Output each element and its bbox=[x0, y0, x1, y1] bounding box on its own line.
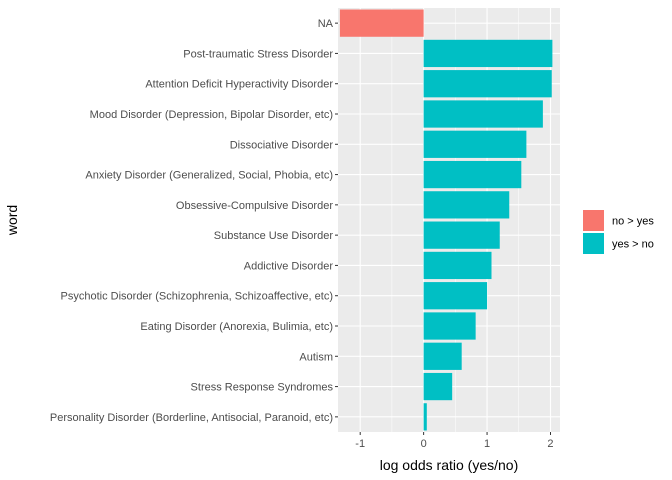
y-tick-label: Dissociative Disorder bbox=[230, 139, 334, 151]
y-tick-label: Anxiety Disorder (Generalized, Social, P… bbox=[85, 170, 333, 182]
y-axis-title: word bbox=[4, 205, 20, 236]
x-tick-label: 2 bbox=[547, 438, 553, 450]
bar bbox=[423, 39, 553, 68]
bar bbox=[339, 9, 424, 37]
bar bbox=[423, 191, 510, 219]
bar bbox=[423, 312, 476, 340]
bar bbox=[423, 221, 500, 249]
bar bbox=[423, 100, 543, 128]
x-tick-label: -1 bbox=[355, 438, 365, 450]
bar bbox=[423, 160, 522, 189]
bars bbox=[339, 9, 553, 431]
legend-key bbox=[583, 210, 604, 231]
y-tick-label: NA bbox=[318, 18, 334, 30]
bar bbox=[423, 372, 453, 401]
y-tick-label: Mood Disorder (Depression, Bipolar Disor… bbox=[90, 109, 333, 121]
x-tick-label: 0 bbox=[421, 438, 427, 450]
y-axis: NA Post-traumatic Stress Disorder Attentio… bbox=[50, 18, 338, 424]
bar bbox=[423, 342, 462, 370]
y-tick-label: Attention Deficit Hyperactivity Disorder bbox=[145, 79, 333, 91]
x-axis-title: log odds ratio (yes/no) bbox=[380, 457, 519, 473]
x-tick-label: 1 bbox=[484, 438, 490, 450]
y-tick-label: Stress Response Syndromes bbox=[191, 382, 334, 394]
bar bbox=[423, 70, 552, 98]
bar bbox=[423, 251, 492, 280]
legend-label: no > yes bbox=[612, 216, 654, 228]
bar bbox=[423, 130, 527, 158]
y-tick-label: Autism bbox=[299, 351, 333, 363]
y-tick-label: Substance Use Disorder bbox=[214, 230, 334, 242]
legend-label: yes > no bbox=[612, 239, 654, 251]
legend: no > yes yes > no bbox=[583, 210, 654, 254]
x-axis: -1 0 1 2 bbox=[355, 432, 554, 450]
y-tick-label: Eating Disorder (Anorexia, Bulimia, etc) bbox=[140, 321, 333, 333]
bar bbox=[423, 282, 488, 310]
y-tick-label: Obsessive-Compulsive Disorder bbox=[176, 200, 333, 212]
bar bbox=[423, 403, 427, 431]
legend-key bbox=[583, 233, 604, 254]
y-tick-label: Psychotic Disorder (Schizophrenia, Schiz… bbox=[61, 291, 333, 303]
y-tick-label: Post-traumatic Stress Disorder bbox=[183, 48, 333, 60]
y-tick-label: Personality Disorder (Borderline, Antiso… bbox=[50, 412, 333, 424]
y-tick-label: Addictive Disorder bbox=[244, 260, 334, 272]
